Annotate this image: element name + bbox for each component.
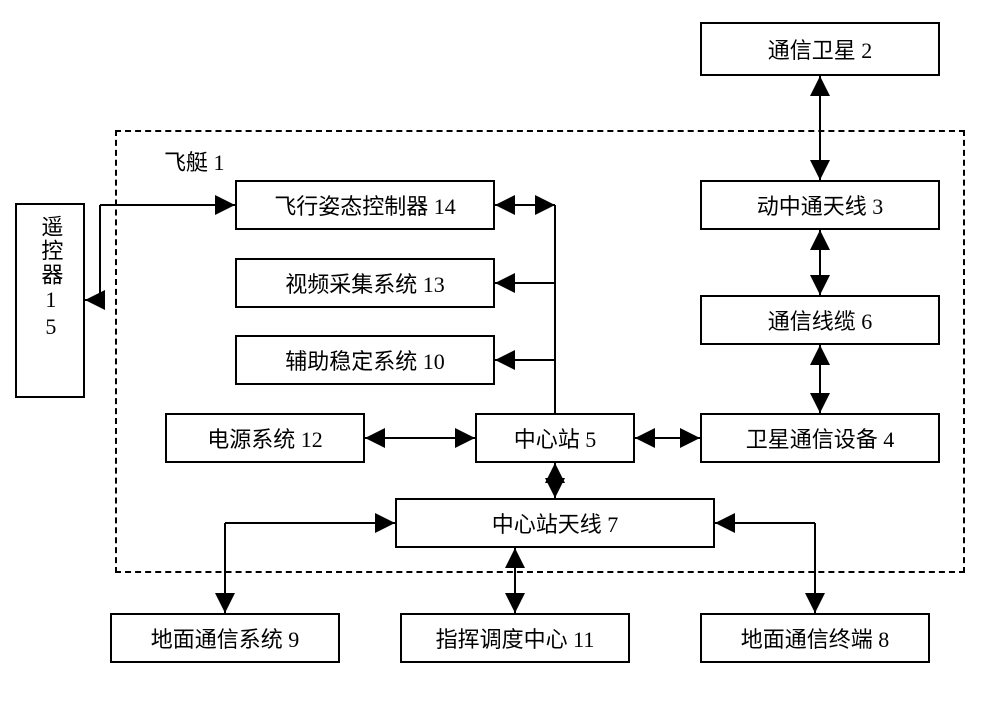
node-sat_comm: 卫星通信设备 4 [700, 413, 940, 463]
node-power: 电源系统 12 [165, 413, 365, 463]
node-label-sat_comm: 卫星通信设备 4 [746, 422, 895, 454]
node-label-power: 电源系统 12 [207, 422, 323, 454]
node-label-cable: 通信线缆 6 [768, 304, 873, 336]
node-flight_ctrl: 飞行姿态控制器 14 [235, 180, 495, 230]
node-ground_sys: 地面通信系统 9 [110, 613, 340, 663]
node-label-satellite: 通信卫星 2 [768, 33, 873, 65]
node-label-flight_ctrl: 飞行姿态控制器 14 [274, 189, 456, 221]
node-cable: 通信线缆 6 [700, 295, 940, 345]
node-video: 视频采集系统 13 [235, 258, 495, 308]
node-satellite: 通信卫星 2 [700, 22, 940, 76]
node-ground_term: 地面通信终端 8 [700, 613, 930, 663]
node-center: 中心站 5 [475, 413, 635, 463]
node-command: 指挥调度中心 11 [400, 613, 630, 663]
node-label-ground_term: 地面通信终端 8 [741, 622, 890, 654]
node-center_ant: 中心站天线 7 [395, 498, 715, 548]
node-antenna_motion: 动中通天线 3 [700, 180, 940, 230]
node-remote: 遥控器15 [15, 203, 85, 398]
node-label-aux_stable: 辅助稳定系统 10 [285, 344, 445, 376]
node-label-remote: 遥控器15 [35, 215, 66, 341]
airship-container-label: 飞艇 1 [160, 145, 229, 177]
node-label-command: 指挥调度中心 11 [436, 622, 595, 654]
node-label-ground_sys: 地面通信系统 9 [151, 622, 300, 654]
node-label-center_ant: 中心站天线 7 [492, 507, 619, 539]
node-aux_stable: 辅助稳定系统 10 [235, 335, 495, 385]
node-label-center: 中心站 5 [514, 422, 597, 454]
node-label-antenna_motion: 动中通天线 3 [757, 189, 884, 221]
node-label-video: 视频采集系统 13 [285, 267, 445, 299]
